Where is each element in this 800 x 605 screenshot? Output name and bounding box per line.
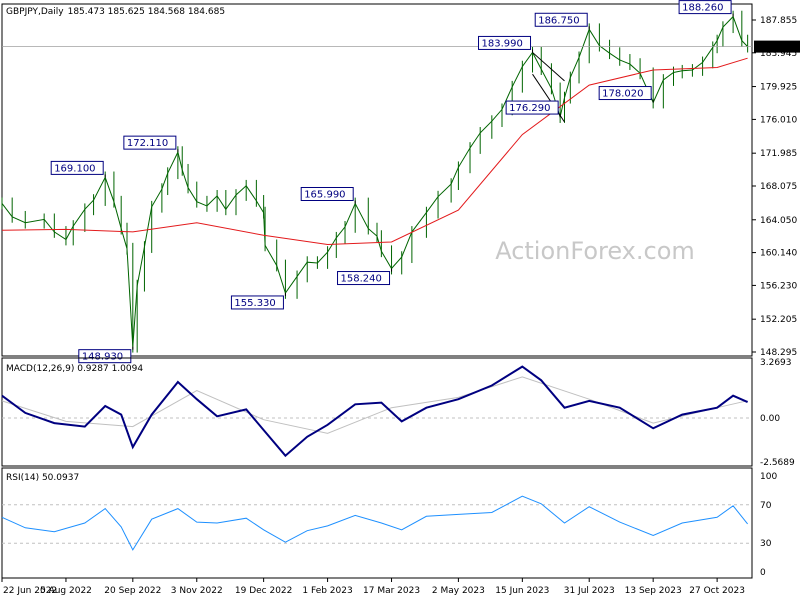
symbol-label: GBPJPY,Daily — [6, 7, 64, 17]
wedge-line — [532, 73, 565, 123]
level-callout-label: 178.020 — [602, 89, 643, 100]
date-tick-label: 22 Jun 2022 — [3, 586, 57, 596]
price-tick-label: 152.205 — [760, 315, 797, 325]
current-price-box — [754, 40, 800, 53]
date-tick-label: 1 Feb 2023 — [302, 586, 352, 596]
rsi-panel: 100 70 30 0 — [1, 467, 777, 579]
date-tick-label: 20 Sep 2022 — [104, 586, 161, 596]
level-callout-label: 148.930 — [82, 352, 123, 363]
date-tick-label: 2 May 2023 — [432, 586, 485, 596]
macd-line — [1, 365, 749, 458]
macd-tick-label: 3.2693 — [760, 358, 792, 368]
date-tick-label: 27 Oct 2023 — [689, 586, 745, 596]
macd-panel-frame — [1, 357, 753, 467]
price-panel: 187.855 183.945 179.925 176.010 171.985 168.0… — [1, 0, 800, 364]
level-callout-box — [505, 100, 559, 115]
price-tick-label: 183.945 — [760, 49, 797, 59]
level-callout-label: 169.100 — [54, 163, 95, 174]
watermark: ActionForex.com — [495, 237, 695, 265]
level-callout-label: 188.260 — [682, 3, 723, 14]
date-tick-label: 13 Sep 2023 — [625, 586, 682, 596]
price-panel-frame — [1, 3, 753, 357]
date-tick-label: 15 Jun 2023 — [495, 586, 549, 596]
price-tick-label: 160.140 — [760, 249, 797, 259]
macd-title: MACD(12,26,9) 0.9287 1.0094 — [6, 364, 143, 374]
rsi-tick-label: 0 — [760, 568, 766, 578]
price-tick-label: 168.075 — [760, 182, 797, 192]
price-tick-label: 148.295 — [760, 348, 797, 358]
rsi-panel-frame — [1, 467, 753, 579]
current-price-label: 184.685 — [759, 43, 796, 53]
price-line — [1, 15, 748, 347]
macd-signal-line — [1, 376, 748, 434]
price-tick-label: 179.925 — [760, 83, 797, 93]
level-callout-label: 172.110 — [127, 138, 168, 149]
rsi-tick-label: 30 — [760, 539, 772, 549]
level-callout-box — [78, 349, 132, 364]
level-callout-box — [598, 86, 652, 101]
rsi-tick-label: 100 — [760, 472, 777, 482]
sma-line — [1, 57, 748, 246]
price-tick-label: 176.010 — [760, 115, 797, 125]
date-tick-label: 17 Mar 2023 — [363, 586, 420, 596]
date-tick-label: 31 Jul 2023 — [564, 586, 615, 596]
price-tick-label: 164.050 — [760, 216, 797, 226]
rsi-tick-label: 70 — [760, 501, 772, 511]
level-callout-box — [123, 135, 177, 150]
level-callout-label: 165.990 — [304, 189, 345, 200]
level-callout-box — [534, 12, 588, 27]
chart-title: GBPJPY,Daily 185.473 185.625 184.568 184.… — [6, 7, 225, 17]
macd-panel: 3.2693 0.00 -2.5689 — [1, 357, 795, 468]
level-callout-box — [300, 186, 354, 201]
level-callout-box — [337, 271, 391, 286]
date-tick-label: 5 Aug 2022 — [40, 586, 92, 596]
wedge-line — [532, 52, 565, 82]
price-tick-label: 187.855 — [760, 16, 797, 26]
level-callout-box — [478, 35, 532, 50]
level-callout-box — [678, 0, 732, 15]
macd-tick-label: 0.00 — [760, 414, 780, 424]
date-tick-label: 3 Nov 2022 — [171, 586, 223, 596]
level-callout-label: 176.290 — [509, 103, 550, 114]
level-callout-box — [50, 160, 104, 175]
rsi-title: RSI(14) 50.0937 — [6, 473, 79, 483]
macd-tick-label: -2.5689 — [760, 458, 795, 468]
level-callout-label: 186.750 — [538, 15, 579, 26]
date-tick-label: 19 Dec 2022 — [235, 586, 293, 596]
price-tick-label: 156.230 — [760, 281, 797, 291]
price-tick-label: 171.985 — [760, 149, 797, 159]
level-callout-label: 158.240 — [341, 274, 382, 285]
level-callout-box — [230, 295, 284, 310]
rsi-line — [1, 495, 748, 551]
level-callout-label: 183.990 — [482, 38, 523, 49]
ohlc-label: 185.473 185.625 184.568 184.685 — [68, 7, 225, 17]
level-callout-label: 155.330 — [234, 298, 275, 309]
